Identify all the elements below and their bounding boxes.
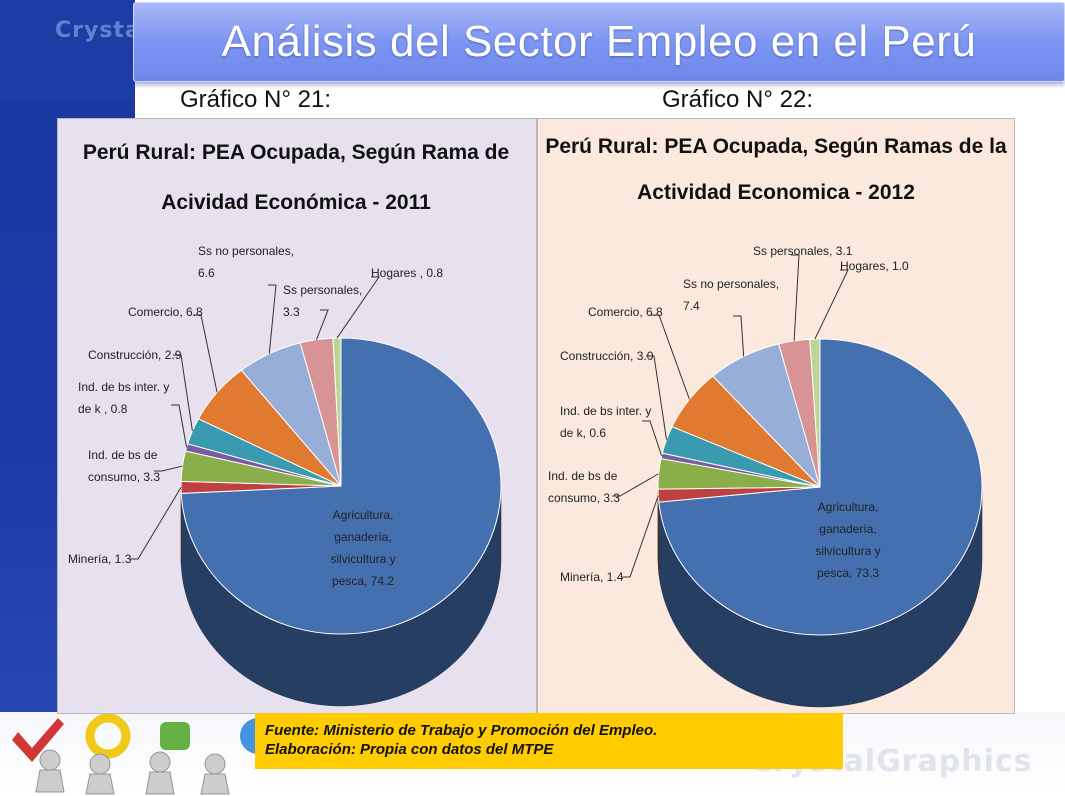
title-banner: Análisis del Sector Empleo en el Perú	[133, 2, 1065, 82]
chart-caption-22: Gráfico N° 22:	[662, 86, 813, 113]
slice-label: Comercio, 6.8	[128, 305, 203, 319]
pie-labels: Agricultura, ganadería, silvicultura y pesc…	[68, 244, 443, 588]
chart-title-line: Perú Rural: PEA Ocupada, Según Rama de	[83, 141, 509, 164]
leader-line	[336, 276, 380, 339]
slice-label: Ind. de bs de consumo, 3.3	[88, 448, 160, 484]
leader-line	[651, 314, 690, 400]
pie-chart-2012-canvas: Perú Rural: PEA Ocupada, Según Ramas de …	[545, 135, 1007, 708]
pie-chart-2012: Perú Rural: PEA Ocupada, Según Ramas de …	[537, 118, 1015, 714]
slice-label: Agricultura, ganadería, silvicultura y pesc…	[815, 500, 880, 580]
pie-slice	[809, 338, 821, 488]
chart-title-line: Actividad Economica - 2012	[637, 181, 915, 204]
chart-title-line: Acividad Económica - 2011	[161, 191, 431, 214]
slice-label: Ind. de bs inter. y de k, 0.6	[560, 404, 651, 440]
leader-line	[154, 465, 183, 472]
leader-line	[173, 354, 193, 432]
slide-title: Análisis del Sector Empleo en el Perú	[221, 17, 977, 66]
leader-line	[642, 420, 663, 456]
leader-line	[791, 254, 800, 341]
decorative-figures-clipart	[12, 713, 260, 795]
leader-line	[646, 355, 667, 440]
slice-label: Hogares , 0.8	[371, 266, 443, 280]
pie-slice	[332, 337, 342, 487]
leader-line	[268, 284, 277, 354]
slice-label: Agricultura, ganadería, silvicultura y pesc…	[330, 508, 395, 588]
slice-label: Ss no personales, 6.6	[198, 244, 294, 280]
slice-label: Ss no personales, 7.4	[683, 277, 779, 313]
source-line: Fuente: Ministerio de Trabajo y Promoció…	[265, 722, 658, 739]
leader-line	[622, 495, 659, 578]
chart-caption-21: Gráfico N° 21:	[180, 86, 331, 113]
slice-label: Hogares, 1.0	[840, 259, 909, 273]
chart-title-line: Perú Rural: PEA Ocupada, Según Ramas de …	[545, 135, 1007, 158]
pie-labels: Agricultura, ganadería, silvicultura y pesc…	[548, 244, 909, 584]
slice-label: Ss personales, 3.3	[283, 283, 362, 319]
top-background-band: CrystalGraphics	[0, 0, 265, 100]
pie-chart-2011-canvas: Perú Rural: PEA Ocupada, Según Rama de Ac…	[68, 141, 509, 707]
slice-label: Comercio, 6.8	[588, 305, 663, 319]
pie-slice-tops	[180, 337, 502, 635]
slice-label: Construcción, 2.9	[88, 348, 182, 362]
slice-label: Ss personales, 3.1	[753, 244, 853, 258]
elaboration-line: Elaboración: Propia con datos del MTPE	[265, 741, 554, 758]
source-note: Fuente: Ministerio de Trabajo y Promoció…	[255, 713, 843, 769]
slice-label: Construcción, 3.0	[560, 349, 654, 363]
leader-line	[316, 309, 329, 340]
pie-chart-2011: Perú Rural: PEA Ocupada, Según Rama de Ac…	[57, 118, 537, 714]
leader-line	[814, 269, 849, 340]
leader-line	[733, 315, 745, 357]
leader-line	[171, 404, 188, 448]
slice-label: Minería, 1.3	[68, 552, 132, 566]
leader-line	[193, 314, 218, 393]
slice-label: Ind. de bs inter. y de k , 0.8	[78, 380, 169, 416]
leader-line	[130, 487, 182, 560]
leader-line	[612, 473, 659, 497]
slice-label: Ind. de bs de consumo, 3.3	[548, 469, 620, 505]
pie-slice-tops	[657, 338, 983, 636]
slice-label: Minería, 1.4	[560, 570, 624, 584]
